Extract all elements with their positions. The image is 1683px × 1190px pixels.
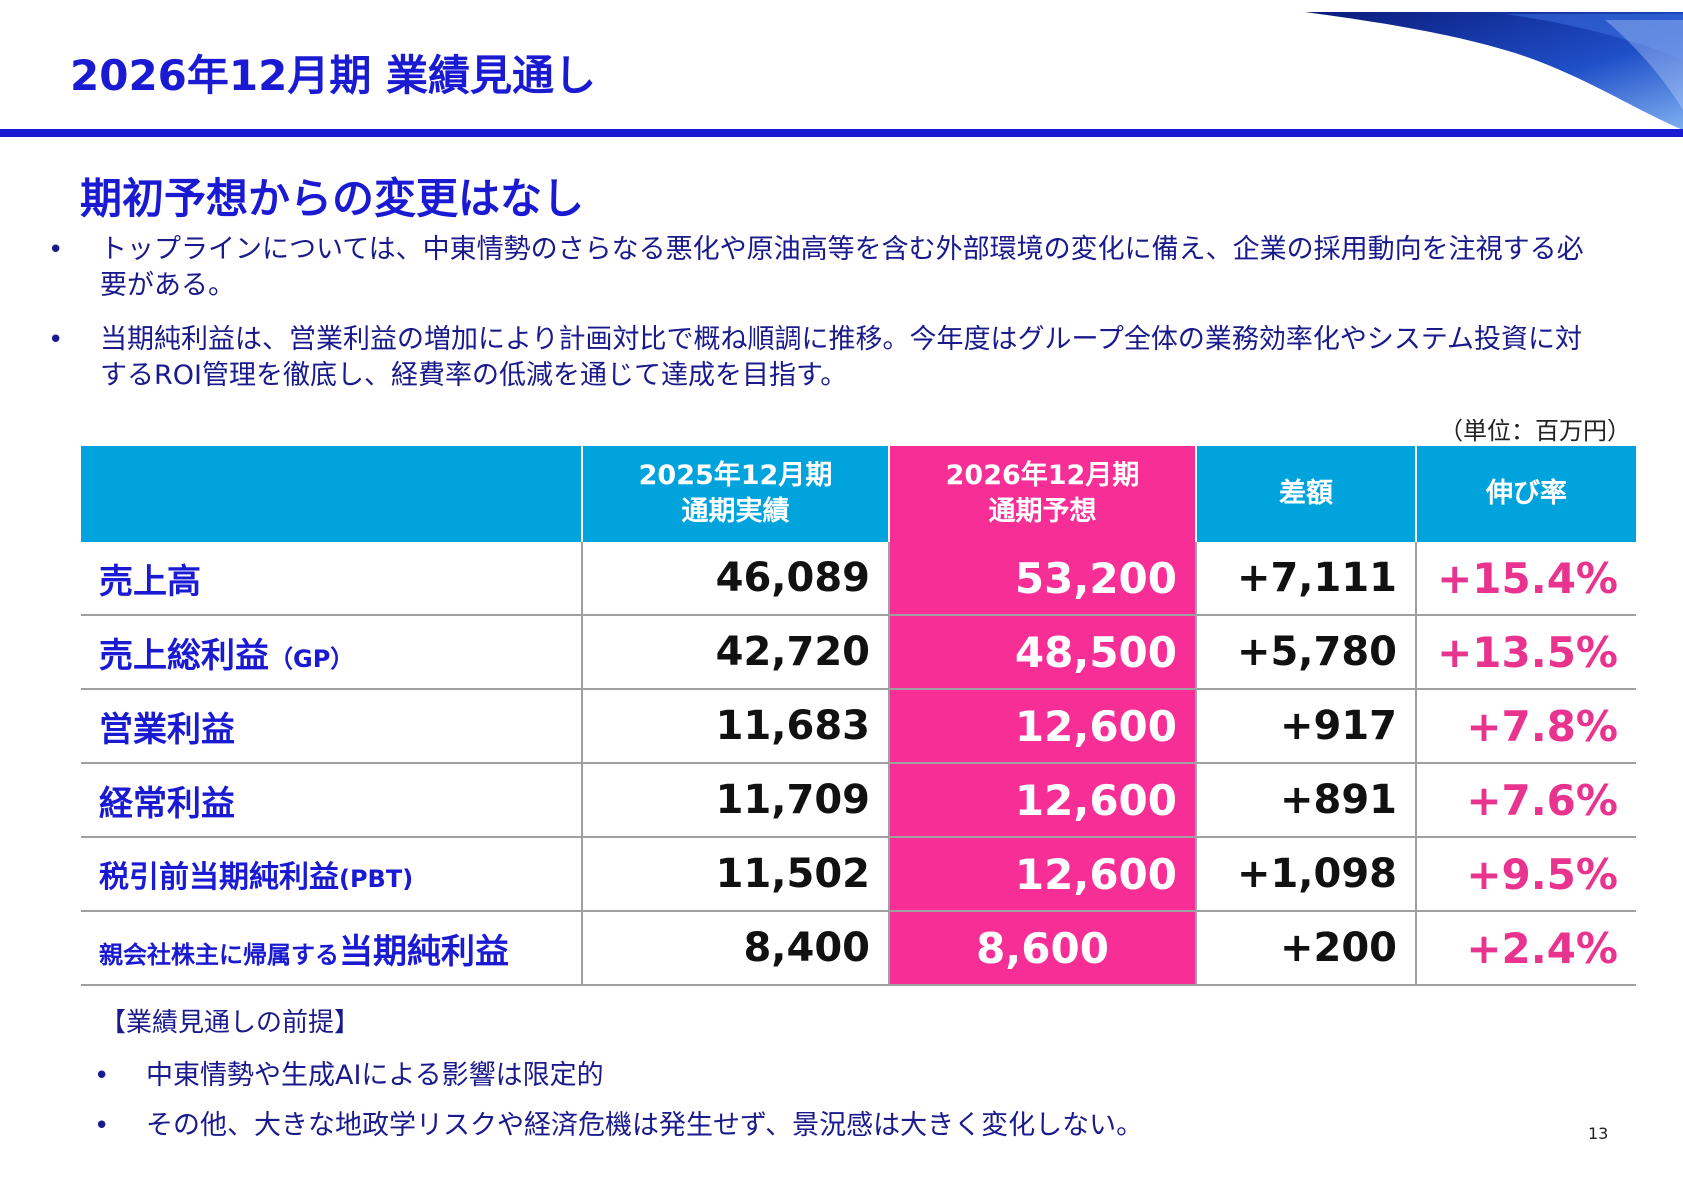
prev-value: 11,502 [581,837,889,912]
page-subtitle: 期初予想からの変更はなし [80,174,585,223]
bullet-text: トップラインについては、中東情勢のさらなる悪化や原油高等を含む外部環境の変化に備… [100,234,1584,301]
row-label-suffix: (PBT) [339,865,414,893]
growth-value: +9.5% [1415,837,1636,912]
row-label: 税引前当期純利益(PBT) [81,837,582,912]
forecast-value: 12,600 [888,763,1196,838]
forecast-value: 12,600 [888,837,1196,912]
bullet-item: • トップラインについては、中東情勢のさらなる悪化や原油高等を含む外部環境の変化… [48,232,1608,304]
bullet-item: • 当期純利益は、営業利益の増加により計画対比で概ね順調に推移。今年度はグループ… [48,322,1608,394]
growth-value: +13.5% [1415,615,1636,690]
row-label-text: 営業利益 [99,709,235,750]
row-label: 売上高 [81,542,582,616]
forecast-table: 2025年12月期 通期実績 2026年12月期 通期予想 差額 伸び率 売上高… [81,446,1636,986]
summary-bullets: • トップラインについては、中東情勢のさらなる悪化や原油高等を含む外部環境の変化… [48,232,1608,412]
bullet-dot-icon: • [48,325,64,355]
row-label-prefix: 親会社株主に帰属する [99,940,339,969]
corner-decoration [1305,12,1683,130]
row-label-text: 売上総利益 [99,635,269,676]
row-label-text: 税引前当期純利益 [99,860,339,895]
bullet-dot-icon: • [48,235,64,265]
row-label: 親会社株主に帰属する当期純利益 [81,911,582,986]
forecast-value: 53,200 [888,542,1196,616]
bullet-dot-icon: • [94,1061,110,1091]
prev-value: 42,720 [581,615,889,690]
premise-text: その他、大きな地政学リスクや経済危機は発生せず、景況感は大きく変化しない。 [146,1110,1144,1141]
forecast-value: 48,500 [888,615,1196,690]
header-blank [81,446,582,542]
diff-value: +1,098 [1195,837,1416,912]
header-growth: 伸び率 [1415,446,1636,542]
row-label-suffix: （GP） [269,644,355,673]
premise-item: • 中東情勢や生成AIによる影響は限定的 [94,1058,1494,1094]
diff-value: +891 [1195,763,1416,838]
bullet-text: 当期純利益は、営業利益の増加により計画対比で概ね順調に推移。今年度はグループ全体… [100,324,1583,391]
table-header-row: 2025年12月期 通期実績 2026年12月期 通期予想 差額 伸び率 [81,446,1636,542]
premise-text: 中東情勢や生成AIによる影響は限定的 [146,1060,604,1091]
header-diff: 差額 [1195,446,1416,542]
header-fc-line1: 2026年12月期 [945,460,1140,491]
forecast-value: 12,600 [888,689,1196,764]
growth-value: +7.8% [1415,689,1636,764]
table-row: 売上総利益（GP） 42,720 48,500 +5,780 +13.5% [81,615,1636,690]
row-label-text: 売上高 [99,561,201,602]
bullet-dot-icon: • [94,1111,110,1141]
diff-value: +917 [1195,689,1416,764]
premise-title: 【業績見通しの前提】 [100,1008,361,1038]
table-row: 営業利益 11,683 12,600 +917 +7.8% [81,689,1636,764]
row-label: 営業利益 [81,689,582,764]
row-label-text: 経常利益 [99,783,235,824]
unit-note: （単位：百万円） [1439,417,1631,445]
header-prev-line2: 通期実績 [681,496,790,527]
prev-value: 46,089 [581,542,889,616]
row-label: 売上総利益（GP） [81,615,582,690]
row-label: 経常利益 [81,763,582,838]
page-number: 13 [1588,1124,1609,1143]
prev-value: 11,683 [581,689,889,764]
premise-bullets: • 中東情勢や生成AIによる影響は限定的 • その他、大きな地政学リスクや経済危… [94,1058,1494,1158]
header-prev-year: 2025年12月期 通期実績 [581,446,889,542]
header-fc-line2: 通期予想 [988,496,1097,527]
title-divider [0,129,1683,137]
diff-value: +7,111 [1195,542,1416,616]
growth-value: +7.6% [1415,763,1636,838]
diff-value: +5,780 [1195,615,1416,690]
row-label-text: 当期純利益 [339,931,509,972]
growth-value: +2.4% [1415,911,1636,986]
header-prev-line1: 2025年12月期 [638,460,833,491]
growth-value: +15.4% [1415,542,1636,616]
diff-value: +200 [1195,911,1416,986]
forecast-value: 8,600 [888,911,1196,986]
page-title: 2026年12月期 業績見通し [70,51,596,100]
header-forecast: 2026年12月期 通期予想 [888,446,1196,542]
prev-value: 11,709 [581,763,889,838]
table-row: 売上高 46,089 53,200 +7,111 +15.4% [81,542,1636,616]
table-row: 経常利益 11,709 12,600 +891 +7.6% [81,763,1636,838]
table-row: 税引前当期純利益(PBT) 11,502 12,600 +1,098 +9.5% [81,837,1636,912]
table-row: 親会社株主に帰属する当期純利益 8,400 8,600 +200 +2.4% [81,911,1636,986]
prev-value: 8,400 [581,911,889,986]
premise-item: • その他、大きな地政学リスクや経済危機は発生せず、景況感は大きく変化しない。 [94,1108,1494,1144]
